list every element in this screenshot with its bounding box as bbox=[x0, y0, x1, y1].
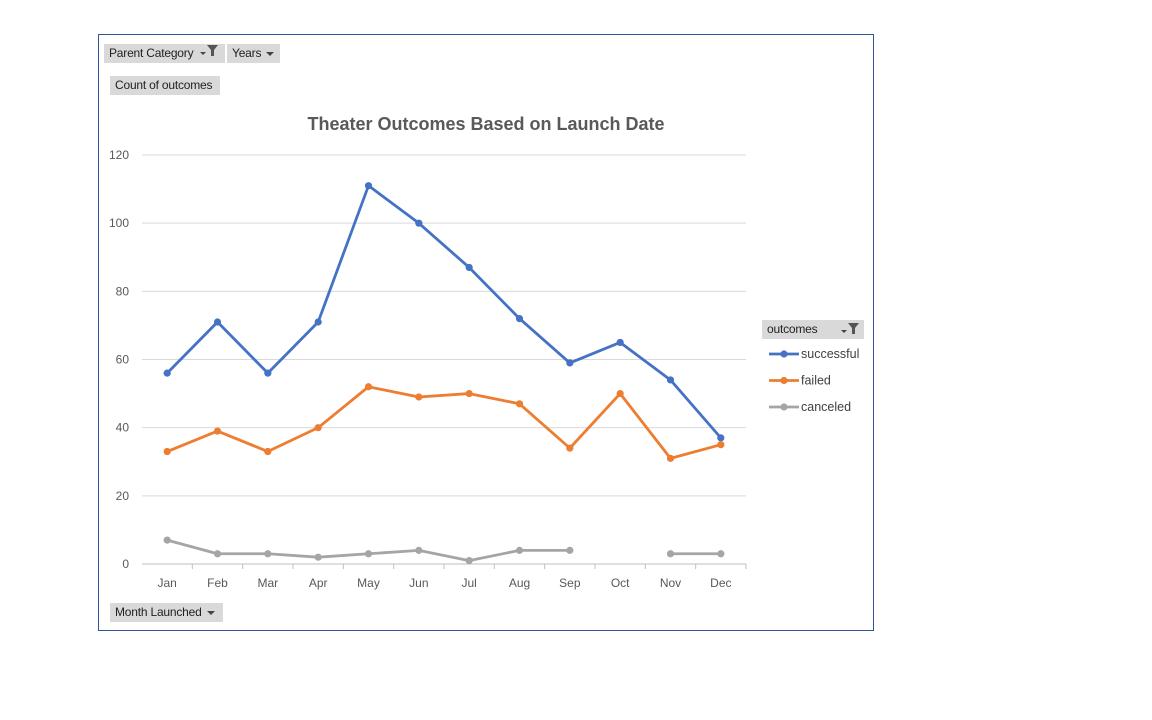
data-point-successful bbox=[163, 369, 171, 377]
data-point-successful bbox=[616, 338, 624, 347]
data-point-successful bbox=[515, 315, 524, 323]
data-point-failed bbox=[314, 424, 322, 432]
data-point-canceled bbox=[566, 546, 574, 554]
data-point-canceled bbox=[465, 556, 473, 565]
x-tick-label: Jul bbox=[461, 576, 476, 590]
data-point-canceled bbox=[163, 536, 171, 544]
data-point-canceled bbox=[364, 550, 373, 558]
data-point-failed bbox=[566, 444, 574, 452]
data-point-failed bbox=[666, 454, 675, 462]
data-point-failed bbox=[213, 427, 222, 435]
legend-item-failed: failed bbox=[769, 374, 831, 388]
values-field-button[interactable]: Count of outcomes bbox=[110, 76, 220, 95]
x-tick-label: May bbox=[357, 576, 380, 590]
data-point-failed bbox=[465, 389, 473, 398]
parent-category-filter-button[interactable]: Parent Category bbox=[104, 44, 225, 63]
x-tick-label: Sep bbox=[559, 576, 581, 590]
y-tick-label: 80 bbox=[116, 284, 130, 298]
data-point-failed bbox=[616, 389, 624, 398]
x-tick-label: Nov bbox=[660, 576, 681, 590]
data-point-canceled bbox=[666, 550, 675, 558]
data-point-canceled bbox=[515, 546, 524, 554]
years-label: Years bbox=[232, 46, 262, 60]
legend-item-canceled: canceled bbox=[769, 400, 851, 414]
series-line-failed bbox=[165, 385, 723, 460]
series-line-successful bbox=[165, 184, 723, 440]
chevron-down-icon bbox=[206, 603, 216, 622]
series-failed bbox=[163, 383, 725, 462]
data-point-successful bbox=[213, 318, 222, 326]
month-launched-label: Month Launched bbox=[115, 605, 202, 619]
data-point-failed bbox=[163, 447, 171, 456]
values-field-label: Count of outcomes bbox=[115, 78, 213, 92]
data-point-canceled bbox=[213, 550, 222, 558]
x-tick-label: Jun bbox=[409, 576, 428, 590]
legend-swatch-marker bbox=[780, 376, 788, 385]
x-tick-label: Aug bbox=[509, 576, 530, 590]
y-tick-label: 40 bbox=[116, 421, 130, 435]
y-tick-label: 20 bbox=[116, 489, 130, 503]
x-tick-label: Feb bbox=[207, 576, 228, 590]
data-point-failed bbox=[415, 393, 423, 401]
series-canceled bbox=[163, 536, 725, 565]
legend-item-successful: successful bbox=[769, 347, 859, 361]
x-tick-label: Mar bbox=[257, 576, 278, 590]
legend-label: failed bbox=[801, 374, 831, 388]
data-point-canceled bbox=[717, 550, 725, 558]
data-point-successful bbox=[666, 376, 675, 384]
y-tick-label: 120 bbox=[109, 148, 129, 162]
data-point-failed bbox=[364, 383, 373, 391]
data-point-successful bbox=[314, 318, 322, 326]
years-filter-button[interactable]: Years bbox=[227, 44, 280, 63]
legend-swatch-marker bbox=[780, 350, 788, 358]
data-point-canceled bbox=[415, 546, 423, 554]
legend-label: successful bbox=[801, 347, 859, 361]
filter-dropdown-icon bbox=[199, 44, 219, 63]
x-tick-label: Apr bbox=[309, 576, 328, 590]
filter-dropdown-icon bbox=[840, 322, 860, 341]
month-launched-filter-button[interactable]: Month Launched bbox=[110, 603, 223, 622]
y-tick-label: 0 bbox=[122, 557, 129, 571]
data-point-failed bbox=[717, 441, 725, 449]
data-point-failed bbox=[515, 400, 524, 408]
x-tick-label: Oct bbox=[611, 576, 630, 590]
x-tick-label: Dec bbox=[710, 576, 731, 590]
data-point-successful bbox=[717, 434, 725, 442]
parent-category-label: Parent Category bbox=[109, 46, 194, 60]
series-successful bbox=[163, 182, 725, 442]
outcomes-filter-button[interactable]: outcomes bbox=[762, 320, 864, 339]
x-tick-label: Jan bbox=[157, 576, 176, 590]
data-point-successful bbox=[566, 359, 574, 367]
data-point-canceled bbox=[314, 553, 322, 561]
data-point-successful bbox=[465, 263, 473, 272]
chart-title: Theater Outcomes Based on Launch Date bbox=[307, 114, 664, 134]
legend-label: canceled bbox=[801, 400, 851, 414]
y-tick-label: 60 bbox=[116, 353, 130, 367]
legend-swatch-marker bbox=[780, 403, 788, 411]
chevron-down-icon bbox=[266, 44, 275, 63]
data-point-successful bbox=[364, 182, 373, 190]
data-point-successful bbox=[264, 369, 272, 377]
outcomes-label: outcomes bbox=[767, 322, 818, 336]
data-point-failed bbox=[264, 447, 272, 456]
y-tick-label: 100 bbox=[109, 216, 129, 230]
data-point-canceled bbox=[264, 550, 272, 558]
data-point-successful bbox=[415, 219, 423, 227]
